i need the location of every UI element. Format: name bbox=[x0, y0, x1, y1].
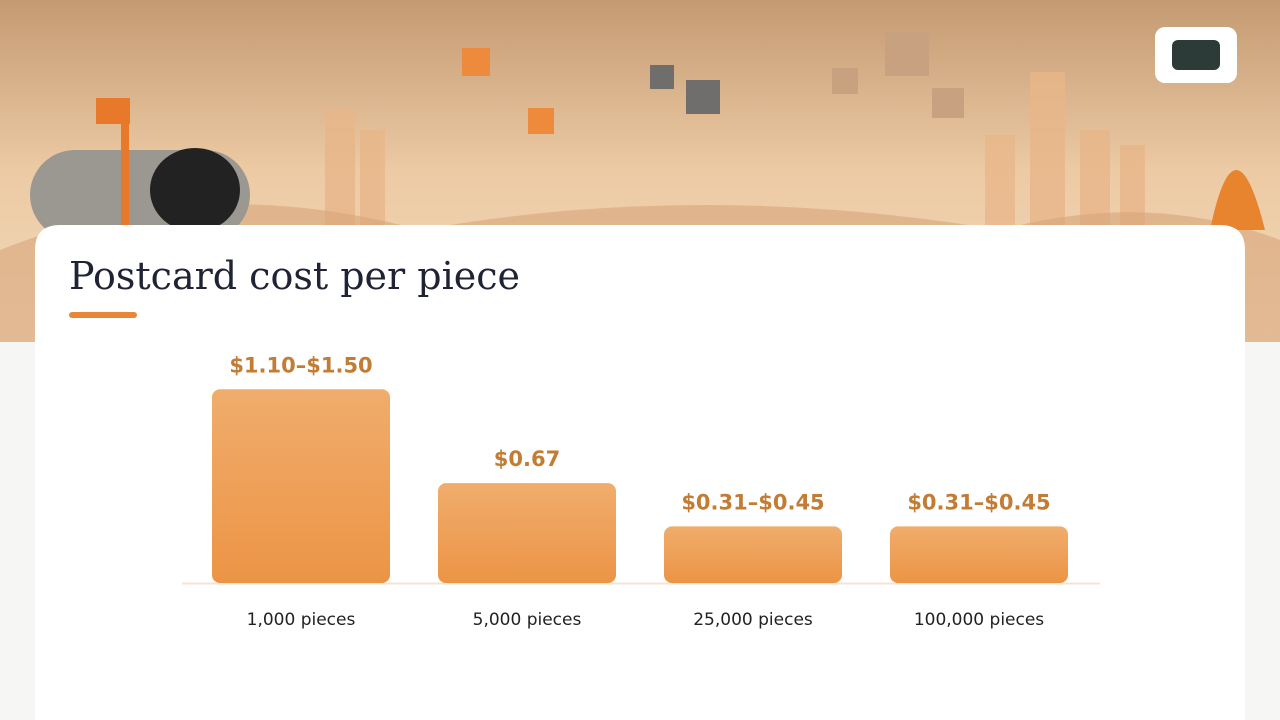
bar bbox=[664, 526, 842, 583]
value-label: $0.67 bbox=[494, 447, 560, 471]
x-tick-label: 5,000 pieces bbox=[473, 610, 582, 630]
value-label: $0.31–$0.45 bbox=[907, 490, 1050, 514]
bar bbox=[890, 526, 1068, 583]
title-underline bbox=[69, 312, 137, 318]
x-tick-label: 25,000 pieces bbox=[693, 610, 813, 630]
card bbox=[35, 225, 1245, 720]
value-label: $0.31–$0.45 bbox=[681, 490, 824, 514]
x-tick-label: 100,000 pieces bbox=[914, 610, 1044, 630]
bar bbox=[438, 483, 616, 583]
chart-title: Postcard cost per piece bbox=[69, 254, 520, 298]
logo-icon bbox=[1172, 40, 1220, 70]
bar bbox=[212, 389, 390, 583]
value-label: $1.10–$1.50 bbox=[229, 353, 372, 377]
x-tick-label: 1,000 pieces bbox=[247, 610, 356, 630]
